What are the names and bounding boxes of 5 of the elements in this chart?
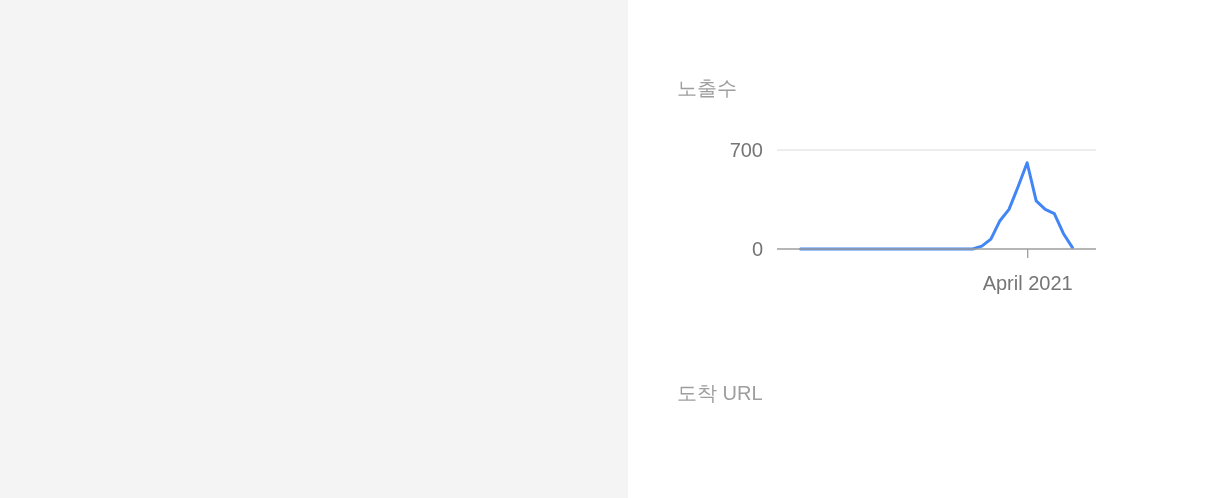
chart-title: 노출수 xyxy=(677,76,737,100)
text: 도착 URL xyxy=(677,381,763,405)
text: April 2021 xyxy=(982,272,1073,294)
y-tick-label: 700 xyxy=(729,139,763,161)
y-tick-label: 0 xyxy=(751,238,763,260)
